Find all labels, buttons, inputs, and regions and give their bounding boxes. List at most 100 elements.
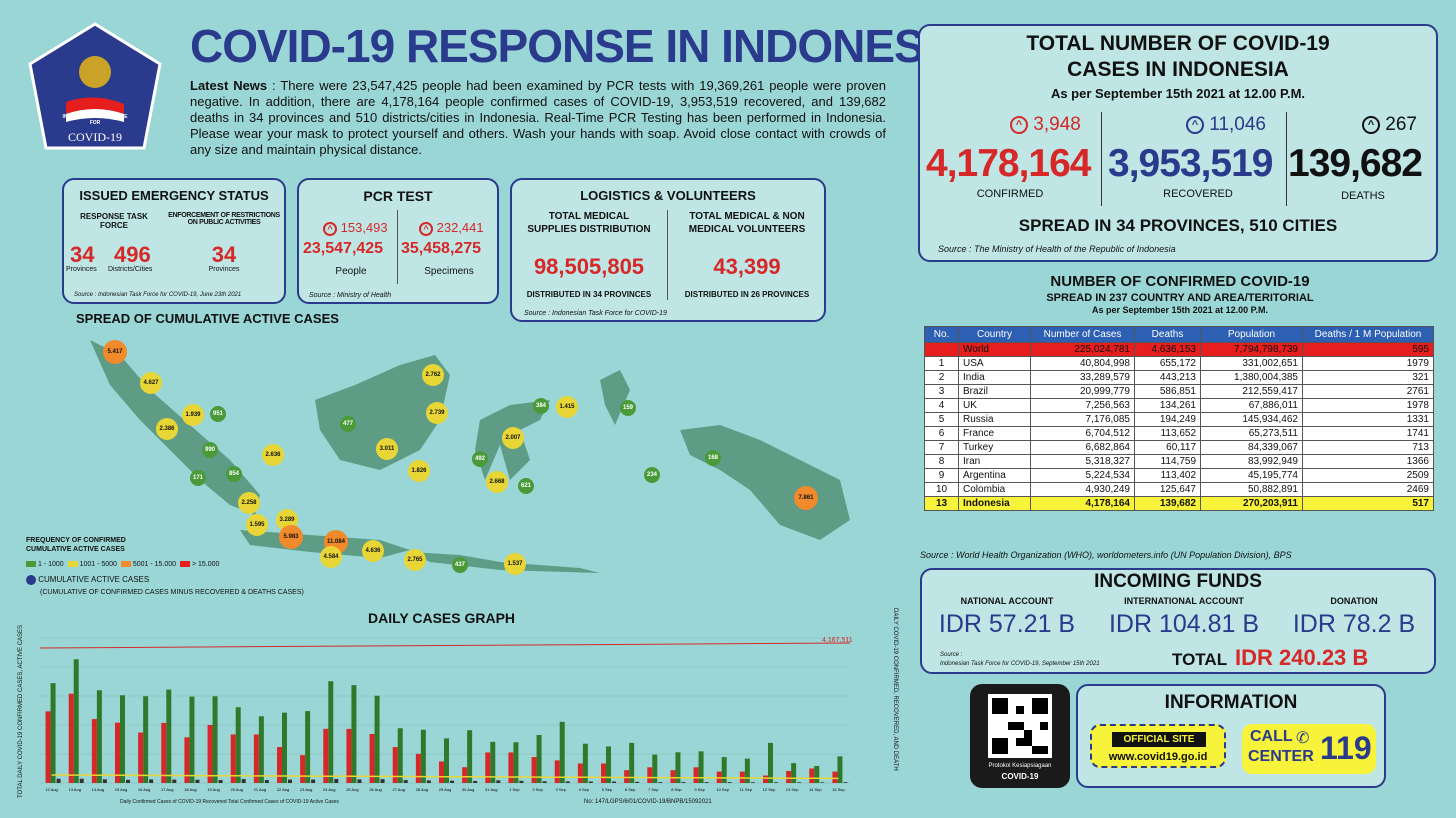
bar-recovered (143, 696, 149, 783)
totals-title-2: CASES IN INDONESIA (1067, 58, 1289, 81)
confirmed-delta: ^ 3,948 (1010, 114, 1081, 136)
x-tick-label: 15 Sep (832, 787, 845, 792)
call-label-2: CENTER (1248, 748, 1314, 765)
logistics-divider (667, 210, 668, 300)
up-arrow-icon: ^ (1010, 115, 1028, 134)
bar-recovered (351, 685, 357, 783)
official-site-button[interactable]: OFFICIAL SITE www.covid19.go.id (1090, 724, 1226, 768)
bar-recovered (606, 746, 611, 783)
x-tick-label: 21 Aug (254, 787, 266, 792)
bar-recovered (444, 738, 449, 783)
donation-value: IDR 78.2 B (1292, 610, 1416, 638)
call-label-1: CALL (1250, 728, 1293, 745)
bar-recovered (96, 690, 102, 783)
bar-deaths (218, 780, 223, 783)
bar-recovered (513, 742, 519, 783)
bar-deaths (195, 779, 200, 783)
bar-daily-confirmed-cases-of-covid-19 (647, 767, 653, 783)
bar-recovered (189, 696, 195, 783)
funds-total-label: TOTAL (1172, 650, 1228, 669)
call-number: 119 (1320, 730, 1372, 766)
pcr-divider (397, 210, 398, 284)
x-tick-label: 30 Aug (462, 787, 474, 792)
chart-top-value: 4,167,511 (822, 637, 853, 644)
bar-daily-confirmed-cases-of-covid-19 (763, 775, 768, 783)
emergency-status-card: ISSUED EMERGENCY STATUS RESPONSE TASK FO… (62, 178, 286, 304)
call-center-button[interactable]: CALL ✆ CENTER 119 (1242, 724, 1376, 774)
map-marker: 7.861 (794, 486, 818, 510)
bar-recovered (73, 659, 79, 783)
bar-recovered (282, 712, 287, 783)
bar-daily-confirmed-cases-of-covid-19 (786, 770, 792, 783)
x-tick-label: 20 Aug (230, 787, 242, 792)
bar-recovered (559, 721, 565, 783)
x-tick-label: 18 Aug (184, 787, 196, 792)
information-card: INFORMATION OFFICIAL SITE www.covid19.go… (1076, 684, 1386, 788)
map-marker: 621 (518, 478, 534, 494)
pcr-spec-delta: ^ 232,441 (419, 220, 484, 236)
map-marker: 492 (472, 451, 488, 467)
x-tick-label: 12 Sep (763, 787, 776, 792)
bar-deaths (334, 778, 339, 783)
bar-recovered (698, 751, 704, 783)
bar-recovered (837, 756, 843, 783)
deaths-value: 139,682 (1288, 142, 1423, 185)
totals-divider-1 (1101, 112, 1102, 206)
bar-deaths (727, 782, 732, 783)
bar-deaths (311, 779, 316, 783)
map-marker: 234 (644, 467, 660, 483)
bar-recovered (768, 742, 773, 783)
bar-daily-confirmed-cases-of-covid-19 (68, 693, 74, 783)
pcr-title: PCR TEST (363, 188, 433, 204)
world-cases-table: No. Country Number of Cases Deaths Popul… (924, 326, 1434, 511)
national-value: IDR 57.21 B (938, 610, 1076, 638)
x-tick-label: 2 Sep (532, 787, 543, 792)
map-marker: 4.584 (320, 546, 342, 568)
map-marker: 1.939 (182, 404, 204, 426)
table-row: 3 Brazil 20,999,779 586,851 212,559,417 2761 (924, 384, 1434, 399)
bar-daily-confirmed-cases-of-covid-19 (601, 763, 606, 783)
map-marker: 4.627 (140, 372, 162, 394)
volunteers-value: 43,399 (713, 254, 781, 279)
qr-label-1: Protokol Kesiapsiagaan (988, 763, 1052, 769)
x-tick-label: 10 Sep (716, 787, 729, 792)
bar-recovered (814, 765, 820, 783)
bar-recovered (50, 683, 56, 783)
bar-recovered (582, 743, 588, 783)
logo-covid-text: COVID-19 (68, 130, 122, 144)
x-tick-label: 16 Aug (138, 787, 150, 792)
bar-deaths (473, 780, 478, 783)
up-arrow-icon: ^ (1186, 115, 1204, 134)
bar-daily-confirmed-cases-of-covid-19 (138, 732, 144, 783)
x-tick-label: 1 Sep (509, 787, 520, 792)
legend-swatch-yellow (67, 561, 78, 568)
totals-divider-2 (1286, 112, 1287, 206)
bar-daily-confirmed-cases-of-covid-19 (577, 763, 583, 783)
table-row: 9 Argentina 5,224,534 113,402 45,195,774 2509 (924, 468, 1434, 483)
pcr-people-value: 23,547,425 (303, 240, 384, 257)
map-marker: 2.386 (156, 418, 178, 440)
legend-swatch-green (26, 561, 36, 568)
bar-daily-confirmed-cases-of-covid-19 (369, 733, 375, 783)
bar-daily-confirmed-cases-of-covid-19 (462, 767, 468, 783)
x-tick-label: 3 Sep (555, 787, 566, 792)
news-text: : There were 23,547,425 people had been … (190, 78, 886, 157)
enforce-label: Provinces (208, 266, 240, 273)
deaths-label: DEATHS (1341, 190, 1385, 202)
qr-card[interactable]: Protokol Kesiapsiagaan COVID-19 (970, 684, 1070, 788)
bar-deaths (542, 781, 547, 783)
national-label: NATIONAL ACCOUNT (960, 596, 1054, 606)
map-marker: 384 (533, 398, 549, 414)
map-marker: 3.011 (376, 438, 398, 460)
donation-label: DONATION (1330, 596, 1378, 606)
supplies-value: 98,505,805 (533, 254, 645, 279)
map-marker: 2.739 (426, 402, 448, 424)
bar-daily-confirmed-cases-of-covid-19 (485, 752, 491, 783)
bar-daily-confirmed-cases-of-covid-19 (554, 760, 560, 783)
x-tick-label: 14 Aug (92, 787, 104, 792)
bar-deaths (681, 782, 686, 783)
header-cases: Number of Cases (1030, 326, 1135, 343)
bar-recovered (652, 754, 658, 783)
x-tick-label: 27 Aug (392, 787, 404, 792)
bar-recovered (235, 707, 241, 783)
